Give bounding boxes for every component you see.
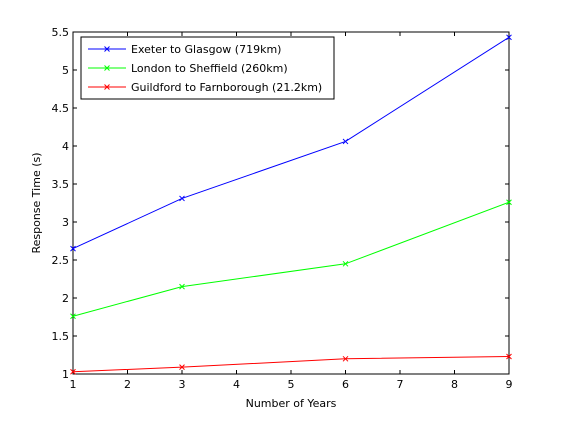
x-axis-label: Number of Years (246, 397, 337, 410)
x-tick-label: 4 (233, 378, 240, 391)
y-tick-label: 1 (62, 368, 69, 381)
marker-stroke (506, 199, 512, 206)
marker-stroke (179, 283, 185, 290)
x-tick-label: 2 (124, 378, 131, 391)
data-point (70, 368, 76, 375)
legend-entry: Exeter to Glasgow (719km) (88, 43, 281, 56)
legend-marker (104, 46, 110, 52)
y-tick-label: 2 (62, 292, 69, 305)
y-tick-label: 4.5 (52, 102, 70, 115)
series-1 (70, 34, 512, 252)
series-line (72, 201, 510, 317)
marker-stroke (342, 138, 349, 145)
legend-marker (104, 84, 110, 90)
x-tick-label: 8 (451, 378, 458, 391)
series-3 (70, 353, 512, 375)
y-tick-label: 3.5 (52, 178, 70, 191)
marker-stroke (70, 313, 76, 320)
x-tick-label: 1 (70, 378, 77, 391)
data-point (179, 283, 185, 290)
y-tick-label: 5 (62, 64, 69, 77)
data-point (342, 138, 349, 145)
data-point (506, 199, 512, 206)
data-point (506, 353, 512, 360)
data-point (179, 364, 185, 371)
marker-stroke (104, 65, 110, 71)
legend-entry: Guildford to Farnborough (21.2km) (88, 81, 322, 94)
series-2 (70, 199, 512, 320)
x-tick-label: 7 (397, 378, 404, 391)
legend-label: London to Sheffield (260km) (131, 62, 288, 75)
data-point (342, 260, 349, 267)
marker-stroke (70, 245, 76, 252)
legend-label: Exeter to Glasgow (719km) (131, 43, 281, 56)
y-tick-label: 4 (62, 140, 69, 153)
x-tick-label: 5 (288, 378, 295, 391)
marker-stroke (506, 34, 512, 41)
x-tick-label: 6 (342, 378, 349, 391)
legend-marker (104, 65, 110, 71)
marker-stroke (506, 353, 512, 360)
y-axis-label: Response Time (s) (30, 152, 43, 253)
series-line (72, 356, 510, 373)
marker-stroke (70, 368, 76, 375)
y-tick-label: 2.5 (52, 254, 70, 267)
marker-stroke (104, 46, 110, 52)
legend-entry: London to Sheffield (260km) (88, 62, 288, 75)
data-point (70, 245, 76, 252)
x-tick-label: 9 (506, 378, 513, 391)
data-point (70, 313, 76, 320)
legend-label: Guildford to Farnborough (21.2km) (131, 81, 322, 94)
data-point (179, 195, 185, 202)
series-line (72, 36, 510, 250)
marker-stroke (179, 364, 185, 371)
x-tick-label: 3 (179, 378, 186, 391)
y-tick-label: 5.5 (52, 26, 70, 39)
legend: Exeter to Glasgow (719km) London to Sheff… (80, 36, 335, 100)
marker-stroke (179, 195, 185, 202)
y-tick-label: 1.5 (52, 330, 70, 343)
marker-stroke (104, 84, 110, 90)
marker-stroke (342, 260, 349, 267)
data-point (506, 34, 512, 41)
x-axis-ticks: 1 2 3 4 5 6 7 8 9 (70, 32, 513, 391)
y-axis-ticks: 1 1.5 2 2.5 3 3.5 4 4.5 5 5.5 (52, 26, 509, 381)
y-tick-label: 3 (62, 216, 69, 229)
marker-stroke (342, 355, 349, 362)
series-layer (70, 34, 512, 375)
data-point (342, 355, 349, 362)
